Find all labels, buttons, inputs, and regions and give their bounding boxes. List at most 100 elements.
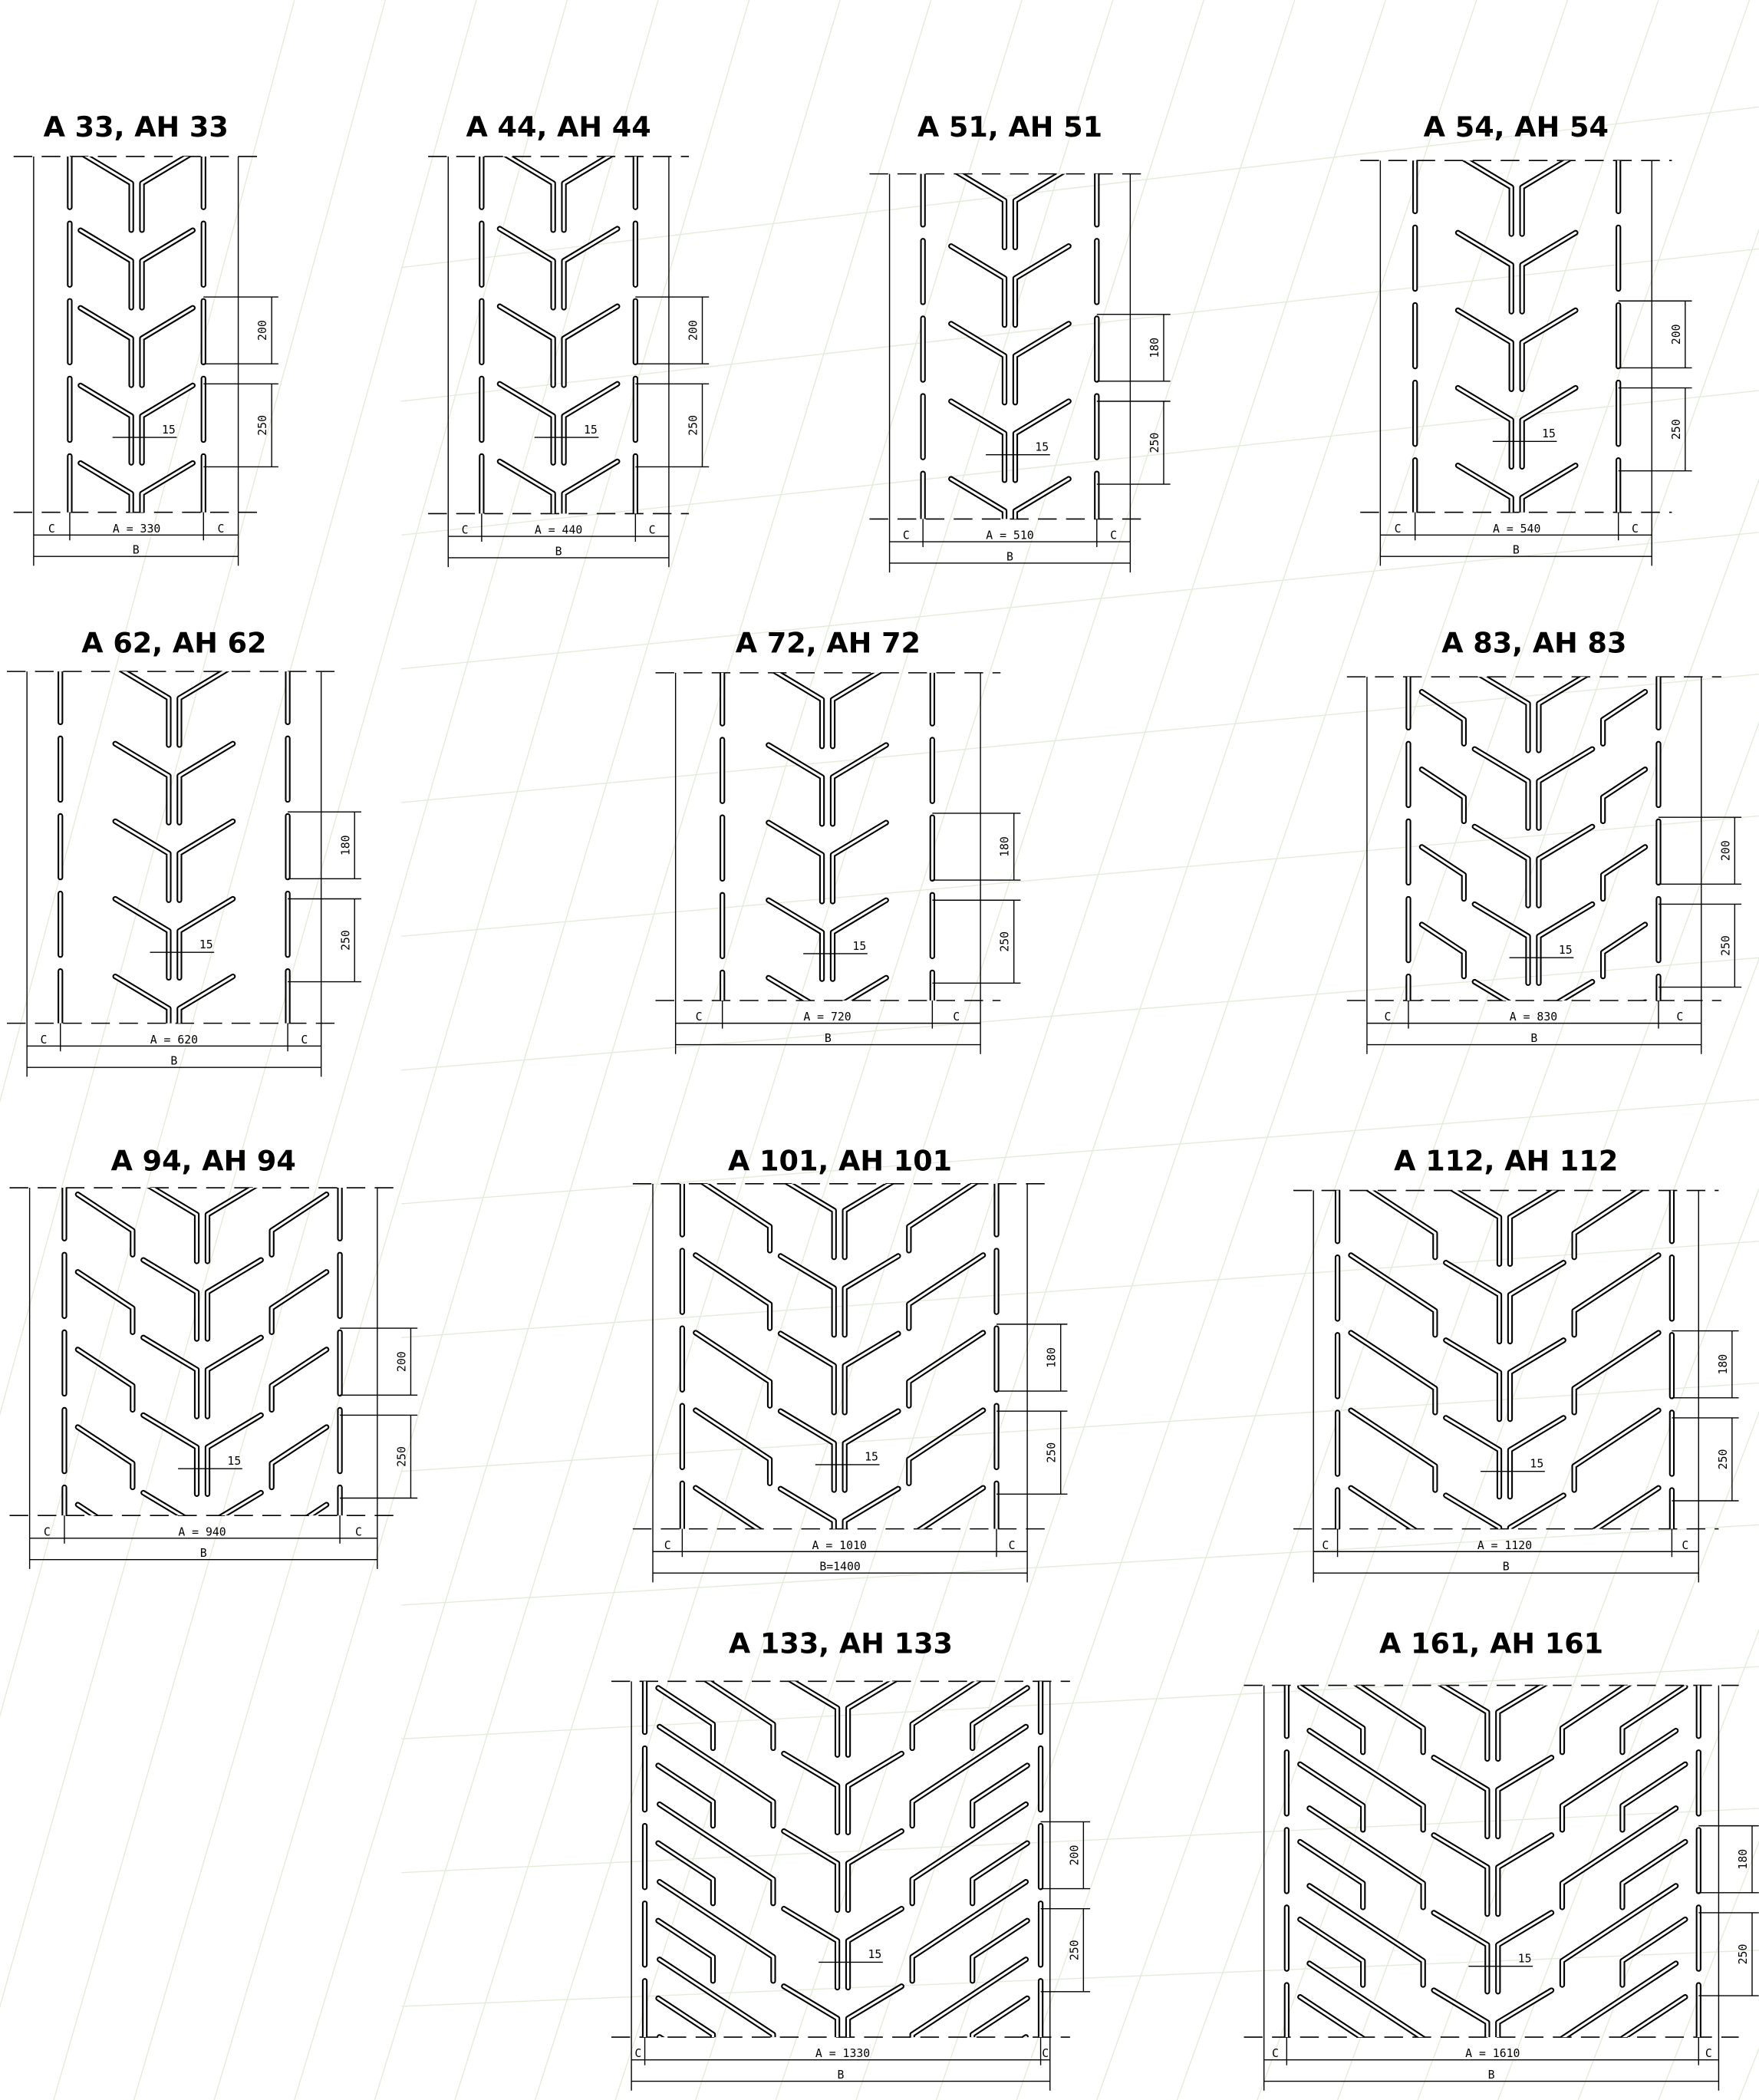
profile-title: A 33, AH 33 [44, 110, 229, 143]
cleat-rib [842, 1485, 901, 1529]
c-dimension-label-left: C [462, 524, 469, 537]
cleat-rib-inner [180, 1054, 233, 1133]
watermark-line [133, 0, 750, 2100]
cleat-rib-inner [1573, 1331, 1660, 1414]
cleat-rib [1437, 1685, 1491, 1762]
cleat-rib-inner [1456, 231, 1513, 313]
cleat-rib-inner [911, 1881, 1027, 1983]
watermark-line [401, 248, 1759, 402]
b-dimension-label: B [1503, 1561, 1510, 1574]
cleat-rib-inner [831, 672, 880, 748]
cleat-rib-inner [657, 1919, 715, 1983]
cleat-rib-inner [1473, 981, 1509, 1001]
cleat-rib-inner [1432, 1756, 1489, 1838]
pitch-dimension-1-label: 180 [999, 836, 1012, 857]
cleat-rib-inner [1537, 747, 1594, 829]
cleat-rib-inner [498, 305, 555, 387]
cleat-rib-inner [1602, 768, 1647, 823]
b-dimension-label: B=1400 [819, 1561, 860, 1574]
cleat-rib [1443, 1492, 1503, 1529]
cleat-rib [1571, 1407, 1662, 1493]
cleat-rib [496, 303, 556, 388]
pitch-dimension-2-label: 250 [256, 415, 269, 436]
cleat-rib [842, 1330, 901, 1416]
a-dimension-label: A = 720 [803, 1010, 851, 1024]
cleat-rib [1519, 307, 1579, 392]
cleat-rib-inner [1444, 1261, 1501, 1343]
cleat-rib-inner [1299, 1996, 1363, 2038]
watermark-line [401, 1241, 1759, 1339]
cleat-rib-inner [1308, 1807, 1425, 1909]
cleat-rib-inner [1013, 322, 1070, 404]
cleat-rib [842, 1183, 895, 1261]
cleat-rib-inner [1520, 386, 1577, 468]
cleat-rib-inner [658, 1725, 775, 1828]
c-dimension-label-left: C [1322, 1539, 1329, 1552]
cleat-rib-inner [1308, 1884, 1425, 1986]
cleat-rib [176, 671, 230, 748]
c-dimension-label-left: C [664, 1539, 671, 1552]
cleat-rib [766, 742, 825, 827]
pitch-dimension-2-label: 250 [339, 930, 352, 951]
cleat-rib-inner [775, 672, 824, 748]
cleat-rib-inner [907, 1254, 985, 1330]
cleat-rib [1348, 1330, 1438, 1416]
cleat-rib-inner [1594, 1486, 1660, 1529]
cleat-rib-inner [142, 1258, 199, 1340]
cleat-rib-inner [1520, 308, 1577, 391]
cleat-rib-inner [562, 227, 619, 309]
cleat-rib [147, 1188, 200, 1264]
profile-panel: A 161, AH 161 A = 1610 C C B 180 250 15 [1243, 1627, 1759, 2091]
profile-panel: A 33, AH 33 A = 330 C C B 200 250 15 [13, 110, 278, 566]
cleat-rib-inner [562, 305, 619, 387]
c-dimension-label-right: C [355, 1525, 362, 1538]
cleat-rib-inner [950, 400, 1006, 482]
c-dimension-label-right: C [1705, 2047, 1712, 2060]
cleat-rib-inner [142, 1491, 184, 1516]
cleat-rib-inner [1560, 1685, 1629, 1754]
cleat-rib-inner [1508, 1190, 1557, 1265]
cleat-rib-inner [1355, 1685, 1425, 1754]
a-dimension-label: A = 330 [113, 523, 160, 536]
cleat-rib-inner [1299, 1685, 1365, 1754]
cleat-rib [948, 321, 1008, 406]
a-dimension-label: A = 510 [986, 529, 1033, 542]
cleat-rib-inner [848, 2064, 902, 2100]
profile-title: A 83, AH 83 [1441, 627, 1626, 660]
chevron-cleats [1405, 677, 1662, 1001]
cleat-rib-inner [767, 743, 824, 826]
watermark-line [1497, 1410, 1759, 2100]
c-dimension-label-right: C [1009, 1539, 1016, 1552]
cleat-rib [973, 2076, 1027, 2100]
cleat-rib-inner [831, 821, 888, 903]
watermark-line [401, 1808, 1759, 1874]
cleat-rib-inner [657, 1841, 715, 1905]
pitch-dimension-1-label: 200 [395, 1351, 408, 1372]
cleat-rib [1012, 476, 1072, 519]
cleat-rib [693, 1485, 763, 1529]
cleat-rib-inner [1473, 825, 1530, 907]
pitch-dimension-2-label: 250 [1717, 1449, 1730, 1470]
cleat-rib [777, 1330, 837, 1416]
c-dimension-label-left: C [40, 1034, 47, 1047]
cleat-rib-inner [1013, 400, 1070, 482]
cleat-rib [845, 1750, 904, 1835]
watermark-line [401, 673, 1759, 803]
cleat-rib-inner [907, 1331, 985, 1407]
gap-dimension-label: 15 [1542, 427, 1556, 440]
watermark-line [855, 0, 1569, 2100]
cleat-rib [115, 1054, 169, 1133]
cleat-rib-inner [499, 539, 553, 618]
cleat-rib-inner [178, 742, 235, 824]
cleat-rib-inner [1308, 1729, 1425, 1831]
cleat-rib-inner [76, 1271, 134, 1334]
cleat-rib [1365, 1190, 1438, 1261]
cleat-rib [845, 1828, 904, 1914]
cleat-rib [561, 156, 614, 233]
cleat-rib [180, 1054, 233, 1133]
cleat-rib-inner [178, 819, 235, 902]
cleat-rib [112, 818, 172, 903]
cleat-rib-inner [971, 1764, 1029, 1828]
profile-panel: A 72, AH 72 A = 720 C C B 180 250 15 [655, 627, 1021, 1054]
cleat-rib [1507, 1190, 1560, 1268]
